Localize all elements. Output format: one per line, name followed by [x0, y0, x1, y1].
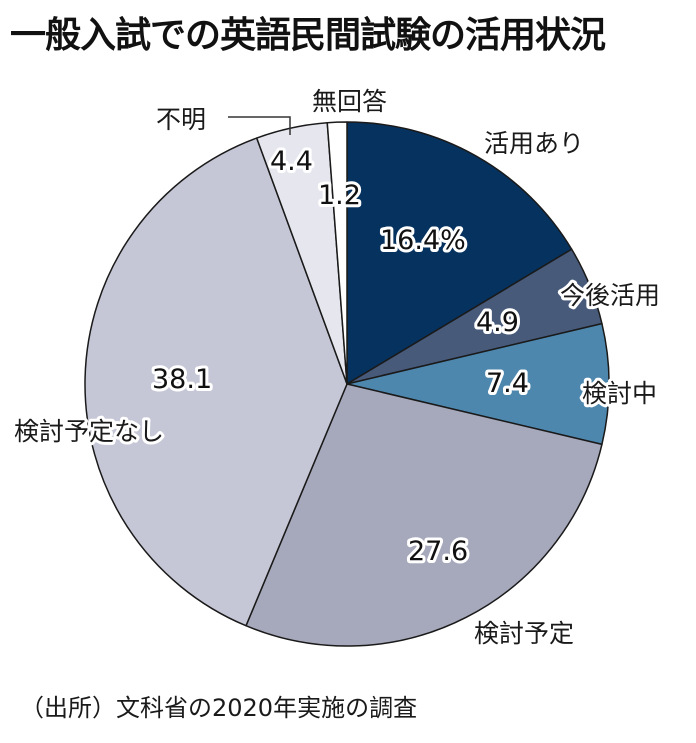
pie-slice — [245, 383, 603, 647]
value-kento-yotei-nashi: 38.1 — [152, 364, 212, 395]
value-kongo-katsuyo: 4.9 — [476, 307, 519, 338]
label-katsuyo-ari: 活用あり — [484, 129, 584, 158]
label-kento-yotei-nashi: 検討予定なし — [14, 417, 164, 446]
value-fumei: 4.4 — [270, 146, 313, 177]
pie-slice — [84, 137, 348, 627]
source-note: （出所）文科省の2020年実施の調査 — [20, 694, 418, 722]
leader-line-unknown — [228, 116, 291, 135]
label-mukaito: 無回答 — [312, 87, 387, 116]
value-kento-yotei: 27.6 — [408, 536, 468, 567]
value-katsuyo-ari: 16.4% — [380, 225, 466, 256]
chart-title: 一般入試での英語民間試験の活用状況 — [10, 15, 606, 56]
value-mukaito: 1.2 — [318, 180, 361, 211]
pie-labels: 活用あり 今後活用 検討中 検討予定 検討予定なし 不明 無回答 16.4% 4… — [11, 87, 663, 648]
label-kento-yotei: 検討予定 — [474, 619, 574, 648]
pie-slices — [84, 121, 610, 647]
label-fumei: 不明 — [156, 105, 206, 134]
pie-slice — [326, 121, 348, 385]
value-kentochu: 7.4 — [486, 368, 529, 399]
label-kongo-katsuyo: 今後活用 — [560, 281, 660, 310]
pie-slice — [346, 121, 573, 385]
pie-slice — [346, 322, 610, 446]
label-kentochu: 検討中 — [582, 379, 657, 408]
